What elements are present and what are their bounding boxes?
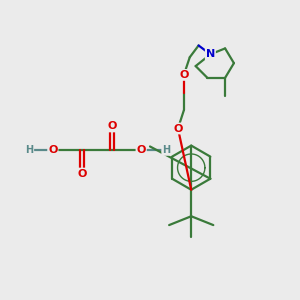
Text: O: O [173,124,183,134]
Text: O: O [48,145,58,155]
Text: N: N [206,49,215,59]
Text: O: O [136,145,146,155]
Text: O: O [78,169,87,178]
Text: O: O [107,122,116,131]
Text: H: H [25,145,33,155]
Text: H: H [162,145,170,155]
Text: O: O [179,70,188,80]
